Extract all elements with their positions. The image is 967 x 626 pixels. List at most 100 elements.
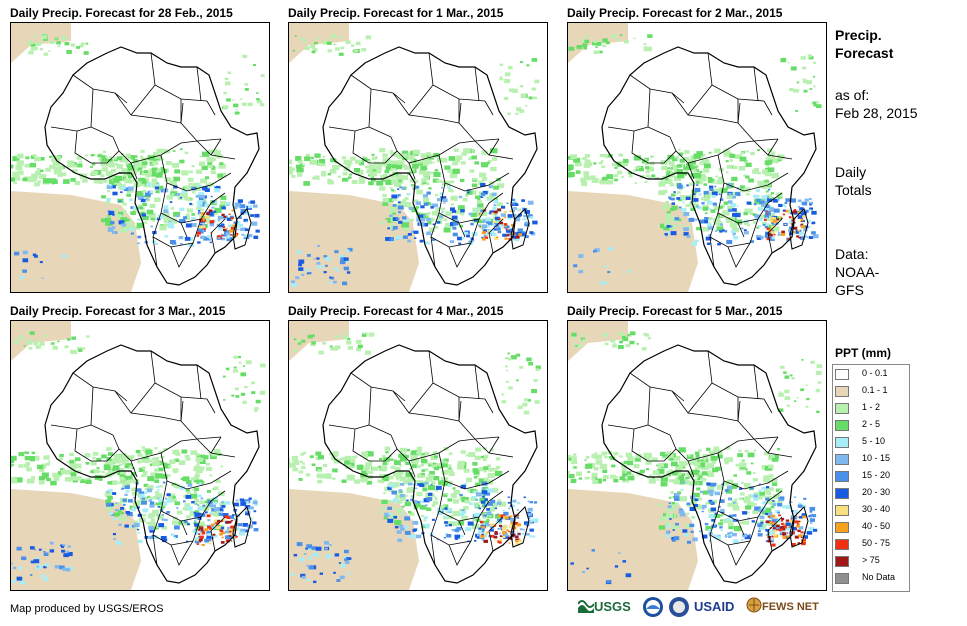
- usgs-logo[interactable]: USGS: [577, 596, 640, 618]
- precip-cell: [170, 240, 176, 244]
- precip-cell: [777, 158, 782, 162]
- precip-cell: [469, 502, 473, 505]
- precip-cell: [738, 497, 743, 501]
- precip-cell: [727, 479, 733, 484]
- precip-cell: [199, 541, 202, 543]
- dhs-seal-logo[interactable]: [668, 596, 692, 618]
- precip-cell: [366, 480, 373, 485]
- precip-cell: [210, 195, 213, 198]
- precip-cell: [481, 219, 484, 221]
- precip-cell: [423, 516, 428, 520]
- precip-cell: [573, 157, 581, 163]
- precip-cell: [33, 254, 38, 258]
- precip-map: [10, 320, 270, 591]
- usaid-logo[interactable]: USAID: [694, 596, 744, 618]
- precip-cell: [148, 526, 155, 531]
- precip-cell: [396, 530, 402, 534]
- precip-cell: [213, 150, 221, 156]
- precip-cell: [450, 222, 456, 227]
- precip-cell: [61, 546, 64, 548]
- precip-cell: [124, 219, 132, 225]
- precip-cell: [156, 489, 160, 491]
- precip-cell: [524, 222, 530, 227]
- precip-cell: [26, 338, 31, 341]
- precip-cell: [426, 526, 429, 529]
- panel-title: Daily Precip. Forecast for 3 Mar., 2015: [10, 304, 226, 318]
- precip-cell: [419, 239, 424, 243]
- precip-cell: [76, 156, 83, 160]
- precip-cell: [533, 379, 538, 382]
- precip-cell: [115, 502, 118, 504]
- precip-cell: [148, 499, 153, 502]
- precip-cell: [344, 460, 351, 465]
- precip-cell: [137, 167, 143, 171]
- precip-cell: [689, 523, 695, 528]
- precip-cell: [379, 186, 386, 191]
- precip-cell: [677, 218, 682, 222]
- precip-cell: [154, 186, 160, 190]
- precip-cell: [578, 254, 584, 258]
- precip-cell: [434, 501, 439, 505]
- precip-cell: [798, 522, 800, 524]
- precip-cell: [465, 194, 469, 197]
- precip-cell: [633, 169, 637, 172]
- precip-cell: [668, 502, 671, 504]
- madagascar-outline: [789, 208, 809, 250]
- precip-cell: [201, 529, 204, 532]
- precip-cell: [426, 497, 433, 502]
- precip-cell: [289, 169, 294, 175]
- precip-cell: [180, 192, 188, 198]
- precip-cell: [510, 232, 515, 236]
- precip-cell: [381, 161, 388, 167]
- madagascar-outline: [232, 506, 252, 548]
- precip-cell: [193, 468, 197, 472]
- precip-cell: [610, 339, 616, 343]
- precip-cell: [238, 531, 245, 536]
- precip-cell: [784, 389, 790, 394]
- precip-cell: [501, 205, 506, 209]
- fews-net-logo[interactable]: FEWS NET: [746, 596, 822, 618]
- madagascar-outline: [789, 506, 809, 548]
- precip-cell: [621, 336, 625, 339]
- dry-area: [289, 23, 349, 63]
- precip-cell: [424, 451, 430, 456]
- precip-cell: [746, 501, 755, 507]
- precip-cell: [534, 79, 540, 84]
- precip-cell: [490, 166, 497, 172]
- precip-cell: [720, 508, 725, 512]
- precip-cell: [433, 171, 441, 177]
- precip-cell: [494, 531, 498, 534]
- precip-cell: [748, 534, 751, 536]
- precip-cell: [243, 218, 248, 222]
- precip-cell: [464, 499, 470, 504]
- precip-cell: [787, 61, 790, 64]
- precip-cell: [498, 218, 501, 220]
- precip-cell: [725, 534, 729, 537]
- precip-cell: [201, 531, 206, 535]
- precip-cell: [665, 216, 672, 221]
- dry-area: [568, 321, 628, 361]
- precip-cell: [669, 469, 673, 472]
- precip-cell: [766, 165, 770, 168]
- precip-cell: [725, 160, 729, 163]
- precip-cell: [381, 455, 386, 458]
- precip-cell: [390, 224, 395, 228]
- precip-cell: [133, 525, 138, 530]
- precip-cell: [442, 504, 449, 509]
- precip-cell: [157, 514, 164, 520]
- precip-cell: [251, 391, 256, 395]
- precip-cell: [349, 173, 352, 176]
- precip-cell: [229, 532, 233, 536]
- precip-cell: [492, 224, 496, 226]
- precip-cell: [664, 223, 668, 227]
- precip-cell: [398, 200, 405, 205]
- noaa-logo[interactable]: [642, 596, 664, 618]
- precip-cell: [468, 452, 476, 458]
- legend-box: [832, 364, 910, 592]
- precip-cell: [658, 503, 662, 507]
- precip-cell: [461, 510, 467, 514]
- precip-cell: [647, 34, 653, 38]
- precip-cell: [396, 508, 404, 514]
- precip-cell: [125, 153, 131, 157]
- precip-cell: [448, 469, 454, 473]
